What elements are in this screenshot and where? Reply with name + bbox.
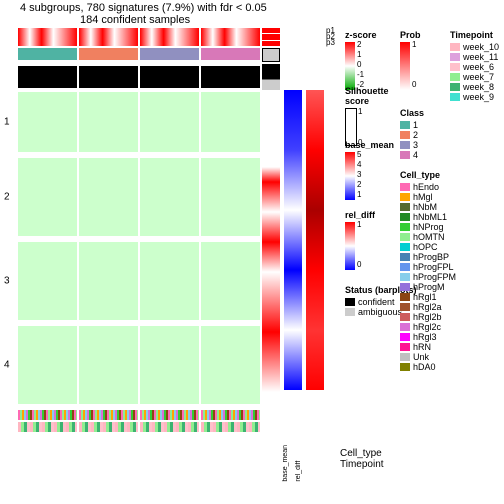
side-bottom-labels: base_mean rel_diff: [282, 445, 302, 482]
reldiff-title: rel_diff: [345, 210, 375, 220]
class-bar: [18, 48, 260, 60]
basemean-colorbar: 54321: [345, 152, 355, 200]
class-legend: Class1234: [400, 108, 424, 160]
prob-colorbar: 10: [400, 42, 410, 90]
reldiff-colorbar: 10: [345, 222, 355, 270]
celltype-track: [18, 410, 260, 420]
p-labels: p1p2p3: [326, 26, 335, 452]
subtitle: 184 confident samples: [0, 14, 504, 26]
silhouette-row: [18, 62, 260, 88]
zscore-legend: z-score 210-1-2: [345, 30, 377, 90]
prob-title: Prob: [400, 30, 421, 40]
basemean-title: base_mean: [345, 140, 394, 150]
timepoint-legend: Timepointweek_10week_11week_6week_7week_…: [450, 30, 499, 102]
reldiff-legend: rel_diff 10: [345, 210, 375, 270]
heatmap-column: 1234: [0, 28, 260, 452]
title: 4 subgroups, 780 signatures (7.9%) with …: [0, 0, 504, 14]
celltype-label: Cell_type: [340, 448, 384, 459]
basemean-label: base_mean: [282, 445, 289, 482]
sil-legend: Silhouettescore 1 0: [345, 86, 389, 146]
celltype-legend: Cell_typehEndohMglhNbMhNbML1hNProghOMTNh…: [400, 170, 456, 372]
prob-side: [262, 28, 280, 452]
timepoint-label: Timepoint: [340, 459, 384, 470]
heatmap: 1234: [18, 92, 260, 404]
timepoint-track: [18, 422, 260, 432]
bottom-track-labels: Cell_type Timepoint: [340, 448, 384, 470]
reldiff-label: rel_diff: [295, 445, 302, 482]
prob-bars: [18, 28, 260, 46]
side-columns: [260, 28, 324, 452]
basemean-side: [284, 28, 302, 452]
sil-title: Silhouettescore: [345, 86, 389, 106]
reldiff-side: [306, 28, 324, 452]
zscore-title: z-score: [345, 30, 377, 40]
main-layout: 1234 p1p2p3: [0, 28, 335, 452]
zscore-colorbar: 210-1-2: [345, 42, 355, 90]
prob-legend: Prob 10: [400, 30, 421, 90]
basemean-legend: base_mean 54321: [345, 140, 394, 200]
